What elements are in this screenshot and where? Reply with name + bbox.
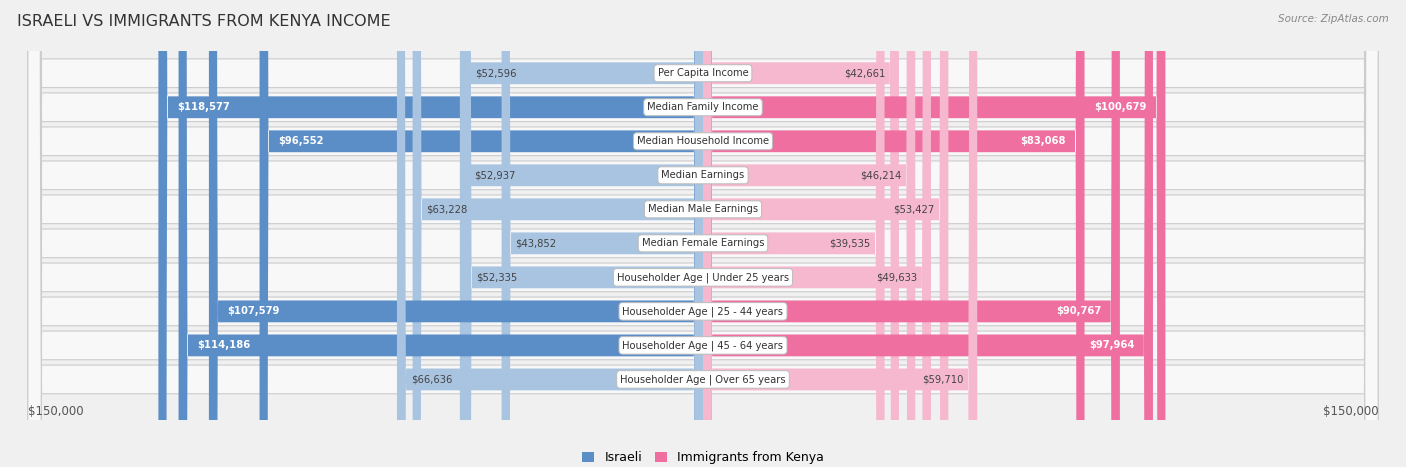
FancyBboxPatch shape <box>28 0 1378 467</box>
FancyBboxPatch shape <box>28 0 1378 467</box>
Legend: Israeli, Immigrants from Kenya: Israeli, Immigrants from Kenya <box>576 446 830 467</box>
Text: $42,661: $42,661 <box>844 68 886 78</box>
Text: $43,852: $43,852 <box>516 238 557 248</box>
Text: Householder Age | Under 25 years: Householder Age | Under 25 years <box>617 272 789 283</box>
Text: $100,679: $100,679 <box>1095 102 1147 112</box>
FancyBboxPatch shape <box>28 0 1378 467</box>
Text: $46,214: $46,214 <box>860 170 901 180</box>
Text: Per Capita Income: Per Capita Income <box>658 68 748 78</box>
Text: Source: ZipAtlas.com: Source: ZipAtlas.com <box>1278 14 1389 24</box>
Text: $52,596: $52,596 <box>475 68 517 78</box>
FancyBboxPatch shape <box>260 0 703 467</box>
Text: $107,579: $107,579 <box>228 306 280 316</box>
FancyBboxPatch shape <box>28 0 1378 467</box>
Text: $66,636: $66,636 <box>411 375 453 384</box>
Text: $118,577: $118,577 <box>177 102 229 112</box>
Text: $59,710: $59,710 <box>922 375 963 384</box>
FancyBboxPatch shape <box>703 0 931 467</box>
Text: $150,000: $150,000 <box>28 405 83 418</box>
Text: Median Household Income: Median Household Income <box>637 136 769 146</box>
Text: Median Family Income: Median Family Income <box>647 102 759 112</box>
Text: $83,068: $83,068 <box>1021 136 1066 146</box>
Text: $114,186: $114,186 <box>197 340 250 350</box>
FancyBboxPatch shape <box>209 0 703 467</box>
Text: Householder Age | 45 - 64 years: Householder Age | 45 - 64 years <box>623 340 783 351</box>
FancyBboxPatch shape <box>461 0 703 467</box>
Text: $150,000: $150,000 <box>1323 405 1378 418</box>
Text: Median Female Earnings: Median Female Earnings <box>641 238 765 248</box>
FancyBboxPatch shape <box>703 0 884 467</box>
FancyBboxPatch shape <box>28 0 1378 467</box>
Text: $97,964: $97,964 <box>1090 340 1135 350</box>
Text: Householder Age | 25 - 44 years: Householder Age | 25 - 44 years <box>623 306 783 317</box>
FancyBboxPatch shape <box>412 0 703 467</box>
Text: Median Earnings: Median Earnings <box>661 170 745 180</box>
FancyBboxPatch shape <box>703 0 1084 467</box>
FancyBboxPatch shape <box>28 0 1378 467</box>
FancyBboxPatch shape <box>28 0 1378 467</box>
FancyBboxPatch shape <box>703 0 1121 467</box>
FancyBboxPatch shape <box>703 0 915 467</box>
FancyBboxPatch shape <box>502 0 703 467</box>
Text: Median Male Earnings: Median Male Earnings <box>648 205 758 214</box>
Text: ISRAELI VS IMMIGRANTS FROM KENYA INCOME: ISRAELI VS IMMIGRANTS FROM KENYA INCOME <box>17 14 391 29</box>
FancyBboxPatch shape <box>463 0 703 467</box>
Text: Householder Age | Over 65 years: Householder Age | Over 65 years <box>620 374 786 385</box>
FancyBboxPatch shape <box>28 0 1378 467</box>
FancyBboxPatch shape <box>703 0 898 467</box>
FancyBboxPatch shape <box>703 0 977 467</box>
FancyBboxPatch shape <box>703 0 1166 467</box>
FancyBboxPatch shape <box>179 0 703 467</box>
Text: $53,427: $53,427 <box>893 205 935 214</box>
FancyBboxPatch shape <box>396 0 703 467</box>
Text: $52,937: $52,937 <box>474 170 515 180</box>
FancyBboxPatch shape <box>159 0 703 467</box>
Text: $96,552: $96,552 <box>278 136 323 146</box>
FancyBboxPatch shape <box>28 0 1378 467</box>
Text: $49,633: $49,633 <box>876 272 917 283</box>
FancyBboxPatch shape <box>703 0 1153 467</box>
Text: $63,228: $63,228 <box>426 205 468 214</box>
FancyBboxPatch shape <box>703 0 949 467</box>
FancyBboxPatch shape <box>28 0 1378 467</box>
Text: $39,535: $39,535 <box>830 238 870 248</box>
FancyBboxPatch shape <box>460 0 703 467</box>
Text: $52,335: $52,335 <box>477 272 517 283</box>
Text: $90,767: $90,767 <box>1056 306 1101 316</box>
